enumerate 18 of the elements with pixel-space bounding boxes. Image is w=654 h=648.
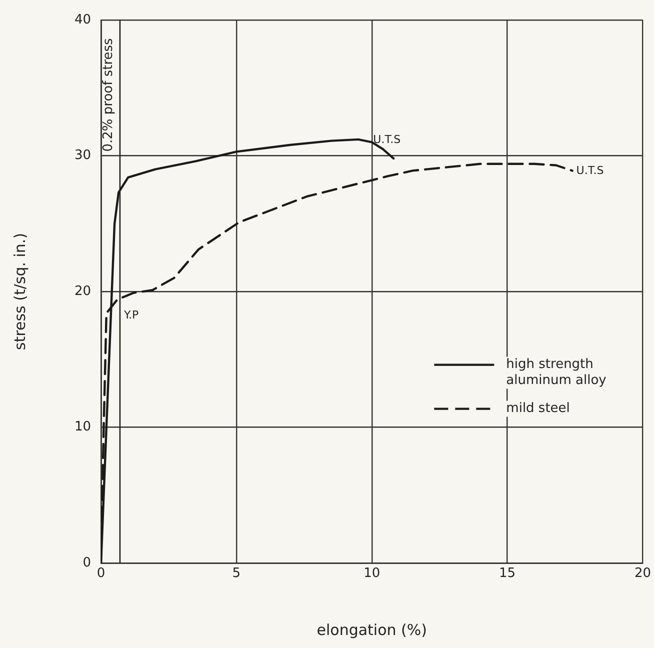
x-tick-label: 5 xyxy=(232,566,241,582)
annotation: Y.P xyxy=(122,308,139,322)
x-tick-label: 15 xyxy=(499,566,516,582)
legend-label: high strength aluminum alloy xyxy=(506,357,607,388)
y-tick-label: 30 xyxy=(74,148,91,164)
x-axis-title: elongation (%) xyxy=(316,620,427,639)
x-tick-label: 0 xyxy=(96,566,106,582)
y-tick-label: 40 xyxy=(74,12,91,28)
x-tick-label: 20 xyxy=(634,566,651,582)
y-tick-label: 10 xyxy=(74,420,91,435)
y-tick-label: 20 xyxy=(74,284,91,299)
y-tick-label: 0 xyxy=(82,555,91,570)
y-axis-title: stress (t/sq. in.) xyxy=(10,232,29,350)
x-tick-label: 10 xyxy=(364,566,380,582)
annotation: U.T.S xyxy=(576,164,604,178)
legend-label: mild steel xyxy=(506,401,570,416)
ref-line-label: 0.2% proof stress xyxy=(100,38,116,152)
annotation: U.T.S xyxy=(373,132,401,146)
